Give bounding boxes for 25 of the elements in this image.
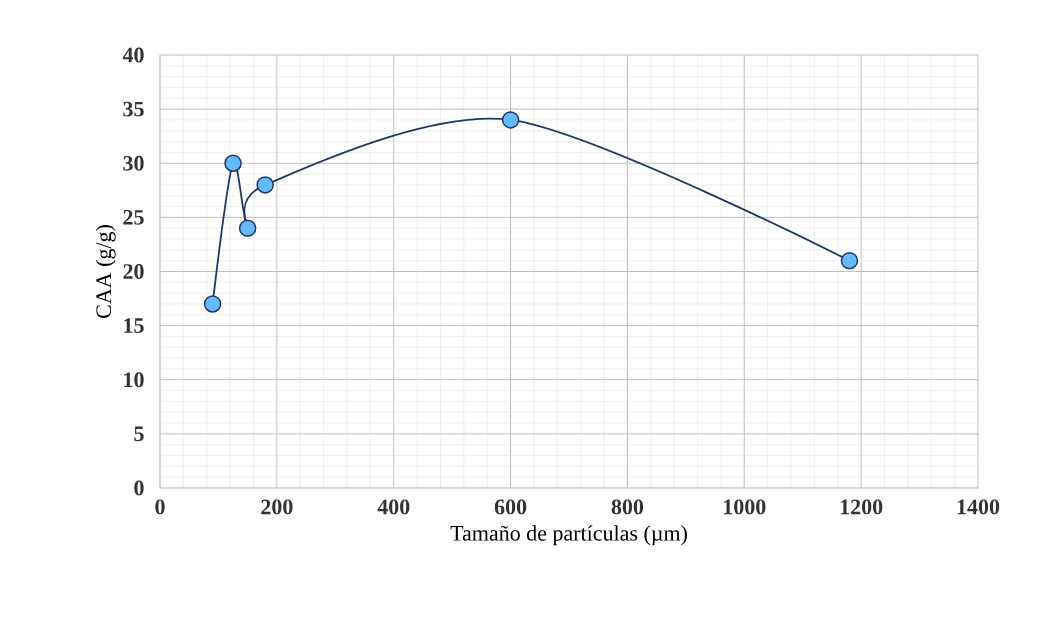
- x-tick-label: 600: [494, 499, 527, 515]
- point: [203, 295, 222, 313]
- x-tick-label: 1200: [840, 499, 883, 515]
- x-tick-label: 800: [611, 499, 644, 515]
- y-axis-title: CAA (g/g): [95, 225, 116, 318]
- y-tick-label: 25: [123, 209, 144, 225]
- y-tick-label: 15: [124, 318, 144, 333]
- y-tick-label: 20: [123, 264, 144, 279]
- y-tick-label: 30: [123, 155, 144, 171]
- y-tick-label: 10: [124, 372, 144, 388]
- point: [224, 154, 242, 172]
- x-tick-label: 1400: [957, 499, 1000, 515]
- x-tick-label: 1000: [724, 499, 766, 515]
- x-tick-label: 0: [155, 499, 165, 515]
- y-tick-label: 5: [134, 426, 144, 442]
- y-tick-label: 0: [134, 480, 144, 496]
- y-tick-label: 35: [123, 101, 144, 117]
- x-tick-label: 400: [377, 499, 410, 515]
- point: [256, 176, 274, 194]
- x-tick-label: 200: [261, 499, 293, 515]
- y-tick-label: 40: [122, 47, 144, 63]
- x-axis-title: Tamaño de partículas (µm): [450, 525, 687, 546]
- point: [840, 251, 859, 270]
- point: [501, 111, 520, 129]
- point: [238, 219, 257, 237]
